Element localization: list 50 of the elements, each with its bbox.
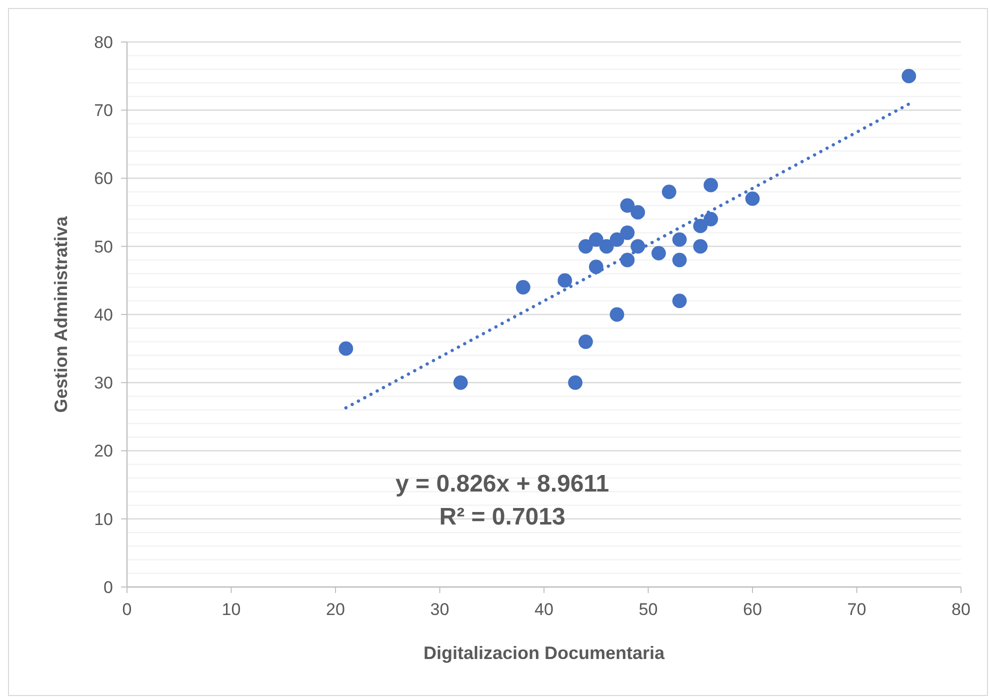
y-tick-label: 80 bbox=[94, 32, 113, 52]
point bbox=[672, 252, 687, 268]
point bbox=[704, 178, 718, 192]
y-tick-label: 0 bbox=[104, 578, 113, 597]
point bbox=[453, 375, 468, 390]
point bbox=[672, 232, 687, 247]
x-tick-label: 70 bbox=[847, 600, 866, 619]
point bbox=[630, 205, 646, 220]
y-tick-label: 70 bbox=[94, 101, 113, 120]
annotation: R² = 0.7013 bbox=[439, 504, 566, 531]
y-tick-label: 50 bbox=[94, 237, 113, 256]
point bbox=[693, 218, 708, 234]
point bbox=[338, 341, 354, 356]
x-tick-label: 40 bbox=[534, 600, 554, 619]
x-tick-label: 0 bbox=[122, 600, 132, 619]
x-tick-label: 30 bbox=[430, 600, 450, 619]
point bbox=[693, 239, 708, 254]
point bbox=[599, 239, 614, 254]
y-axis-title: Gestion Administrativa bbox=[51, 215, 71, 413]
y-tick-label: 20 bbox=[94, 442, 113, 461]
point bbox=[651, 246, 666, 260]
point bbox=[620, 226, 635, 240]
x-tick-label: 20 bbox=[326, 600, 345, 619]
point bbox=[610, 307, 624, 322]
y-tick-label: 30 bbox=[94, 374, 113, 393]
x-axis-title: Digitalizacion Documentaria bbox=[423, 643, 666, 663]
point bbox=[558, 273, 572, 288]
x-tick-label: 80 bbox=[952, 600, 970, 619]
point bbox=[578, 239, 593, 254]
point bbox=[610, 232, 624, 247]
y-tick-label: 60 bbox=[94, 169, 113, 188]
point bbox=[902, 68, 916, 84]
point bbox=[745, 191, 760, 206]
point bbox=[672, 294, 687, 308]
annotation: y = 0.826x + 8.9611 bbox=[396, 470, 610, 498]
point bbox=[704, 212, 718, 226]
point bbox=[578, 334, 593, 349]
point bbox=[568, 375, 582, 390]
point bbox=[588, 232, 604, 247]
point bbox=[588, 260, 604, 274]
x-tick-label: 60 bbox=[743, 600, 762, 619]
y-tick-label: 10 bbox=[94, 510, 113, 529]
point bbox=[630, 239, 646, 254]
y-tick-label: 40 bbox=[94, 305, 113, 324]
point bbox=[620, 252, 635, 268]
point bbox=[620, 198, 635, 213]
x-tick-label: 50 bbox=[638, 600, 658, 619]
x-tick-label: 10 bbox=[222, 600, 241, 619]
point bbox=[516, 280, 530, 294]
point bbox=[662, 184, 676, 200]
